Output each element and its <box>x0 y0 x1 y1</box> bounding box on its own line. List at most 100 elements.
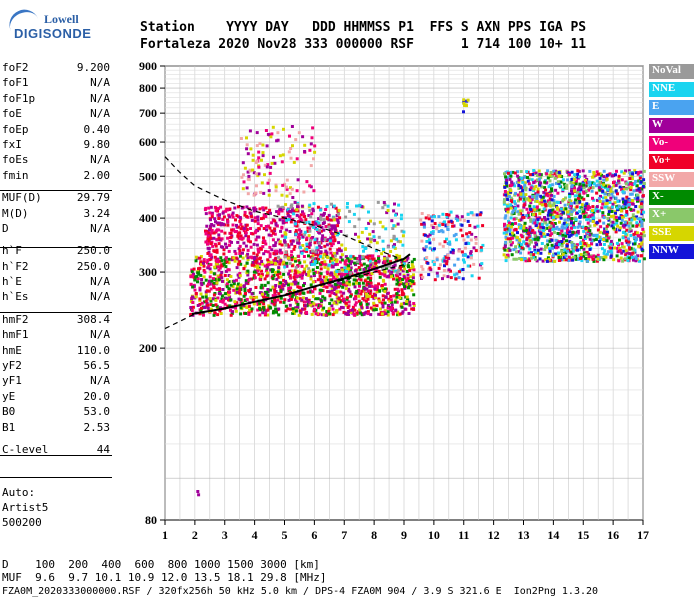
echo-point <box>229 235 233 239</box>
echo-point <box>307 234 311 238</box>
echo-point <box>280 234 284 238</box>
echo-point <box>206 266 210 270</box>
echo-point <box>313 280 317 283</box>
echo-point <box>225 245 229 249</box>
echo-point <box>561 199 565 203</box>
echo-point <box>618 185 622 189</box>
echo-point <box>532 181 536 184</box>
echo-point <box>289 156 293 160</box>
echo-point <box>207 231 211 235</box>
echo-point <box>526 259 530 263</box>
echo-point <box>574 182 578 186</box>
echo-point <box>308 184 312 188</box>
echo-point <box>330 284 334 288</box>
echo-point <box>249 147 253 151</box>
echo-point <box>636 199 639 203</box>
echo-point <box>311 290 315 294</box>
echo-point <box>602 221 606 225</box>
echo-point <box>389 308 393 311</box>
echo-point <box>592 254 596 258</box>
echo-point <box>336 281 340 285</box>
echo-point <box>294 274 298 277</box>
echo-point <box>579 257 582 260</box>
echo-point <box>599 194 602 198</box>
echo-point <box>263 173 266 177</box>
echo-point <box>627 243 631 247</box>
echo-point <box>460 215 464 219</box>
echo-point <box>607 210 611 214</box>
echo-point <box>597 186 601 190</box>
echo-point <box>239 234 243 238</box>
echo-point <box>383 203 387 207</box>
echo-point <box>621 236 625 240</box>
echo-point <box>585 189 588 193</box>
echo-point <box>609 254 613 258</box>
echo-point <box>266 250 270 254</box>
echo-point <box>216 260 219 264</box>
echo-point <box>252 274 256 277</box>
echo-point <box>536 190 540 194</box>
echo-point <box>594 238 598 241</box>
echo-point <box>366 297 370 301</box>
echo-point <box>358 203 362 207</box>
echo-point <box>403 286 407 290</box>
echo-point <box>344 312 348 316</box>
echo-point <box>548 183 552 187</box>
echo-point <box>259 286 263 290</box>
echo-point <box>209 236 213 240</box>
echo-point <box>317 312 321 316</box>
param-separator <box>0 455 112 456</box>
echo-point <box>300 298 304 302</box>
x-tick-label: 11 <box>458 528 469 542</box>
echo-point <box>630 199 634 203</box>
echo-point <box>528 204 532 208</box>
echo-point <box>596 183 600 187</box>
x-tick-label: 2 <box>192 528 198 542</box>
echo-point <box>219 264 223 268</box>
echo-point <box>256 264 259 268</box>
echo-point <box>477 276 481 280</box>
echo-point <box>537 177 541 181</box>
echo-point <box>208 233 212 237</box>
echo-point <box>621 259 625 263</box>
echo-point <box>642 178 646 182</box>
echo-point <box>614 189 618 193</box>
echo-point <box>553 172 557 176</box>
echo-point <box>315 261 319 265</box>
echo-point <box>329 271 333 275</box>
y-tick-label: 700 <box>139 106 157 120</box>
echo-point <box>253 219 257 223</box>
echo-point <box>333 273 337 276</box>
echo-point <box>293 278 297 282</box>
echo-point <box>345 303 349 307</box>
echo-point <box>199 292 203 296</box>
echo-point <box>278 240 282 244</box>
echo-point <box>556 191 560 195</box>
echo-point <box>571 230 575 234</box>
echo-point <box>514 206 518 210</box>
echo-point <box>309 290 313 294</box>
echo-point <box>574 198 578 202</box>
echo-point <box>514 257 518 261</box>
echo-point <box>327 307 331 311</box>
echo-point <box>367 221 371 225</box>
echo-point <box>505 178 509 182</box>
echo-point <box>393 300 397 304</box>
echo-point <box>251 168 255 172</box>
echo-point <box>272 252 276 255</box>
echo-point <box>347 264 351 268</box>
echo-point <box>217 268 221 272</box>
echo-point <box>382 298 385 302</box>
echo-point <box>253 216 257 220</box>
echo-point <box>236 273 240 277</box>
echo-point <box>614 211 617 215</box>
echo-point <box>359 292 363 296</box>
echo-point <box>206 252 210 255</box>
param-value: 44 <box>96 442 110 456</box>
echo-point <box>588 169 592 173</box>
echo-point <box>354 291 358 295</box>
echo-point <box>595 191 599 195</box>
echo-point <box>266 308 270 312</box>
echo-point <box>607 236 611 240</box>
echo-point <box>634 232 638 236</box>
